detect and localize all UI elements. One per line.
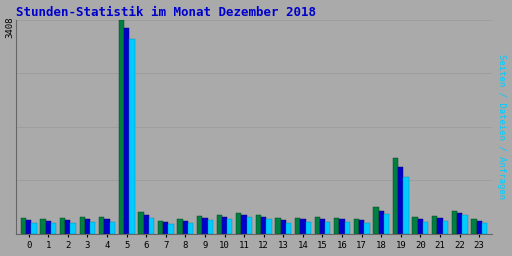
Bar xyxy=(71,223,76,234)
Bar xyxy=(227,219,232,234)
Bar xyxy=(217,215,222,234)
Bar xyxy=(236,213,242,234)
Text: Stunden-Statistik im Monat Dezember 2018: Stunden-Statistik im Monat Dezember 2018 xyxy=(16,6,316,18)
Bar xyxy=(79,217,85,234)
Bar xyxy=(393,158,398,234)
Bar xyxy=(398,167,403,234)
Bar xyxy=(119,20,124,234)
Bar xyxy=(462,215,467,234)
Bar xyxy=(99,217,104,234)
Bar xyxy=(477,221,482,234)
Bar xyxy=(143,215,149,234)
Bar xyxy=(354,219,359,234)
Bar xyxy=(168,224,174,234)
Bar xyxy=(345,222,350,234)
Bar xyxy=(286,223,291,234)
Bar xyxy=(413,217,418,234)
Bar xyxy=(26,220,31,234)
Bar xyxy=(138,212,143,234)
Bar xyxy=(40,219,46,234)
Bar xyxy=(423,221,429,234)
Bar xyxy=(90,222,95,234)
Bar xyxy=(51,223,56,234)
Bar xyxy=(281,220,286,234)
Bar xyxy=(300,219,306,234)
Bar xyxy=(306,222,311,234)
Bar xyxy=(158,221,163,234)
Bar xyxy=(418,219,423,234)
Bar xyxy=(124,28,129,234)
Y-axis label: Seiten / Dateien / Anfragen: Seiten / Dateien / Anfragen xyxy=(498,54,506,199)
Bar xyxy=(197,216,202,234)
Bar xyxy=(359,220,364,234)
Bar xyxy=(482,223,487,234)
Bar xyxy=(261,217,266,234)
Bar xyxy=(183,221,188,234)
Bar xyxy=(457,213,462,234)
Bar xyxy=(266,219,272,234)
Bar xyxy=(21,218,26,234)
Bar xyxy=(60,218,65,234)
Bar xyxy=(202,218,207,234)
Bar xyxy=(378,211,384,234)
Bar xyxy=(256,215,261,234)
Bar xyxy=(129,39,135,234)
Bar xyxy=(334,218,339,234)
Bar xyxy=(247,217,252,234)
Bar xyxy=(104,219,110,234)
Bar xyxy=(364,223,370,234)
Bar xyxy=(242,215,247,234)
Bar xyxy=(65,220,71,234)
Bar xyxy=(339,219,345,234)
Bar xyxy=(163,222,168,234)
Bar xyxy=(403,177,409,234)
Bar xyxy=(178,219,183,234)
Bar xyxy=(46,221,51,234)
Bar xyxy=(85,219,90,234)
Bar xyxy=(437,218,443,234)
Bar xyxy=(452,211,457,234)
Bar xyxy=(373,207,378,234)
Bar xyxy=(295,218,300,234)
Bar xyxy=(325,221,330,234)
Bar xyxy=(320,219,325,234)
Bar xyxy=(110,221,115,234)
Bar xyxy=(471,219,477,234)
Bar xyxy=(275,218,281,234)
Bar xyxy=(188,223,194,234)
Bar xyxy=(432,216,437,234)
Bar xyxy=(314,218,320,234)
Bar xyxy=(149,218,154,234)
Bar xyxy=(222,217,227,234)
Bar xyxy=(384,214,389,234)
Bar xyxy=(443,221,448,234)
Bar xyxy=(31,223,36,234)
Bar xyxy=(207,220,213,234)
